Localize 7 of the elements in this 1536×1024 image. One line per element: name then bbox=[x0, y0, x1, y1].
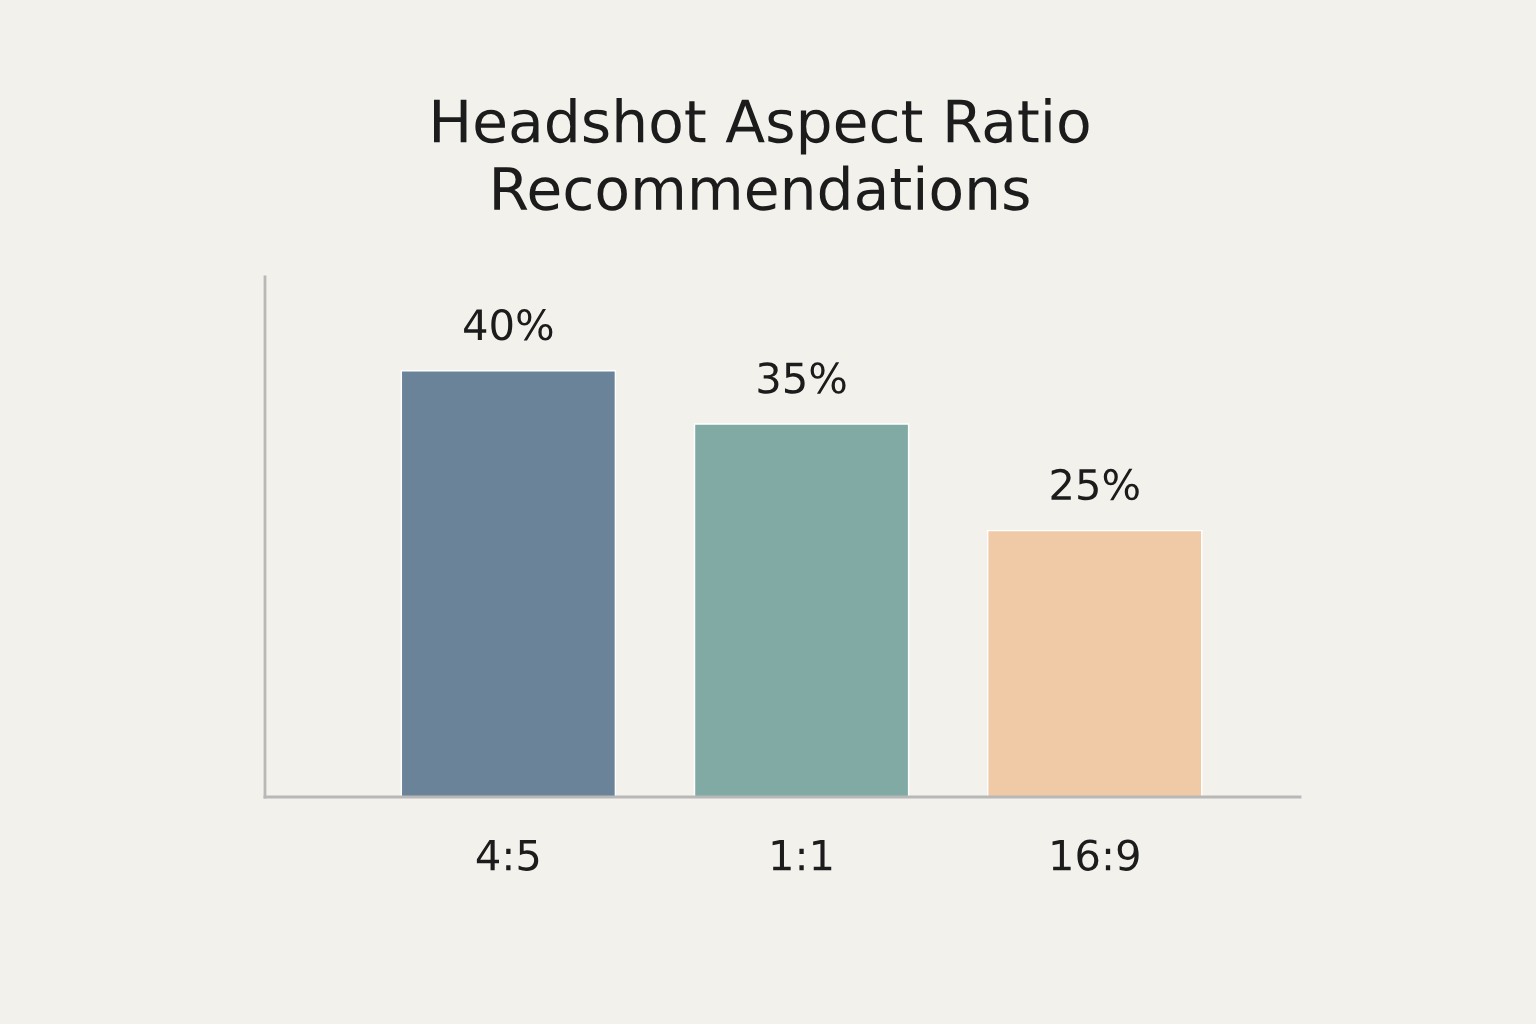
data-label: 35% bbox=[758, 362, 846, 394]
data-label: 25% bbox=[1051, 468, 1139, 501]
x-tick-label: 4:5 bbox=[476, 839, 539, 871]
data-label: 40% bbox=[464, 308, 553, 341]
x-tick-label: 16:9 bbox=[1052, 839, 1139, 871]
x-tick-label: 1:1 bbox=[772, 839, 832, 871]
chart-title: Headshot Aspect Ratio Recommendations bbox=[434, 98, 1089, 211]
